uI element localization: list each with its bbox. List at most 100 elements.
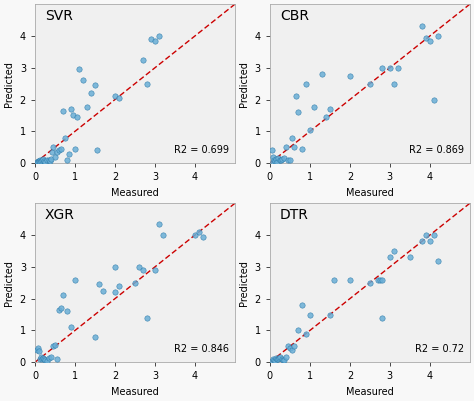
Point <box>39 156 47 162</box>
Point <box>65 150 73 157</box>
Point <box>49 343 57 350</box>
Point <box>199 233 207 240</box>
Point <box>67 106 75 112</box>
Point <box>38 356 46 362</box>
Point <box>426 238 434 245</box>
Point <box>294 327 301 334</box>
Point <box>280 155 288 162</box>
Point <box>40 157 47 164</box>
Point <box>326 106 334 112</box>
Text: DTR: DTR <box>280 208 309 222</box>
Point <box>298 146 306 152</box>
Point <box>378 65 386 71</box>
Point <box>37 157 45 164</box>
Point <box>269 356 277 362</box>
Point <box>43 357 51 364</box>
Point <box>39 355 47 362</box>
Point <box>37 354 45 360</box>
Y-axis label: Predicted: Predicted <box>239 260 249 306</box>
Point <box>386 254 394 261</box>
Point <box>430 96 438 103</box>
X-axis label: Measured: Measured <box>111 188 159 198</box>
Point <box>374 276 382 283</box>
Point <box>36 157 44 163</box>
Text: R2 = 0.846: R2 = 0.846 <box>174 344 229 354</box>
Point <box>45 355 53 362</box>
Point <box>271 357 279 364</box>
Point <box>276 157 284 163</box>
Point <box>284 343 292 350</box>
Point <box>75 66 83 73</box>
Point <box>274 356 282 362</box>
Point <box>286 345 294 351</box>
Point <box>111 289 119 296</box>
Point <box>53 356 61 362</box>
Point <box>290 343 298 350</box>
Point <box>155 33 163 39</box>
Point <box>36 158 44 165</box>
Point <box>59 107 67 114</box>
Point <box>434 257 442 264</box>
Point <box>376 276 383 283</box>
Point <box>272 355 280 362</box>
Text: R2 = 0.699: R2 = 0.699 <box>174 145 229 155</box>
Point <box>151 267 159 273</box>
Point <box>155 221 163 227</box>
Point <box>290 144 298 150</box>
Point <box>310 104 318 111</box>
Point <box>270 356 278 363</box>
X-axis label: Measured: Measured <box>346 387 394 397</box>
Point <box>47 156 55 162</box>
Point <box>95 281 103 288</box>
Point <box>280 356 288 363</box>
Point <box>302 330 310 337</box>
Point <box>33 346 41 353</box>
Point <box>430 232 438 238</box>
Point <box>55 307 63 313</box>
Point <box>139 267 147 273</box>
Point <box>147 36 155 43</box>
Point <box>378 314 386 321</box>
X-axis label: Measured: Measured <box>111 387 159 397</box>
Point <box>71 276 79 283</box>
Point <box>51 342 59 348</box>
Point <box>268 357 276 364</box>
Point <box>269 158 277 165</box>
Point <box>271 157 279 164</box>
Point <box>55 147 63 154</box>
Point <box>36 356 44 362</box>
Point <box>288 134 296 141</box>
Point <box>330 276 337 283</box>
Point <box>346 276 354 283</box>
Point <box>63 308 71 315</box>
Text: CBR: CBR <box>280 9 309 23</box>
Point <box>274 155 282 162</box>
Point <box>93 147 101 154</box>
Point <box>69 112 77 119</box>
Y-axis label: Predicted: Predicted <box>4 260 14 306</box>
Point <box>275 355 283 362</box>
Point <box>79 77 87 84</box>
Point <box>422 34 429 41</box>
Point <box>288 346 296 353</box>
Point <box>298 302 306 308</box>
Point <box>51 154 59 160</box>
Point <box>115 283 123 289</box>
Point <box>41 158 49 165</box>
Point <box>286 157 294 163</box>
Point <box>277 157 285 163</box>
Point <box>115 95 123 101</box>
Point <box>278 156 286 162</box>
Point <box>294 109 301 115</box>
Point <box>346 73 354 79</box>
Point <box>83 104 91 111</box>
Point <box>61 134 69 141</box>
Y-axis label: Predicted: Predicted <box>4 61 14 107</box>
Point <box>394 65 401 71</box>
Point <box>99 288 107 294</box>
Point <box>282 354 290 360</box>
Point <box>131 279 139 286</box>
Point <box>40 356 47 362</box>
Point <box>284 157 292 163</box>
Point <box>45 157 53 163</box>
